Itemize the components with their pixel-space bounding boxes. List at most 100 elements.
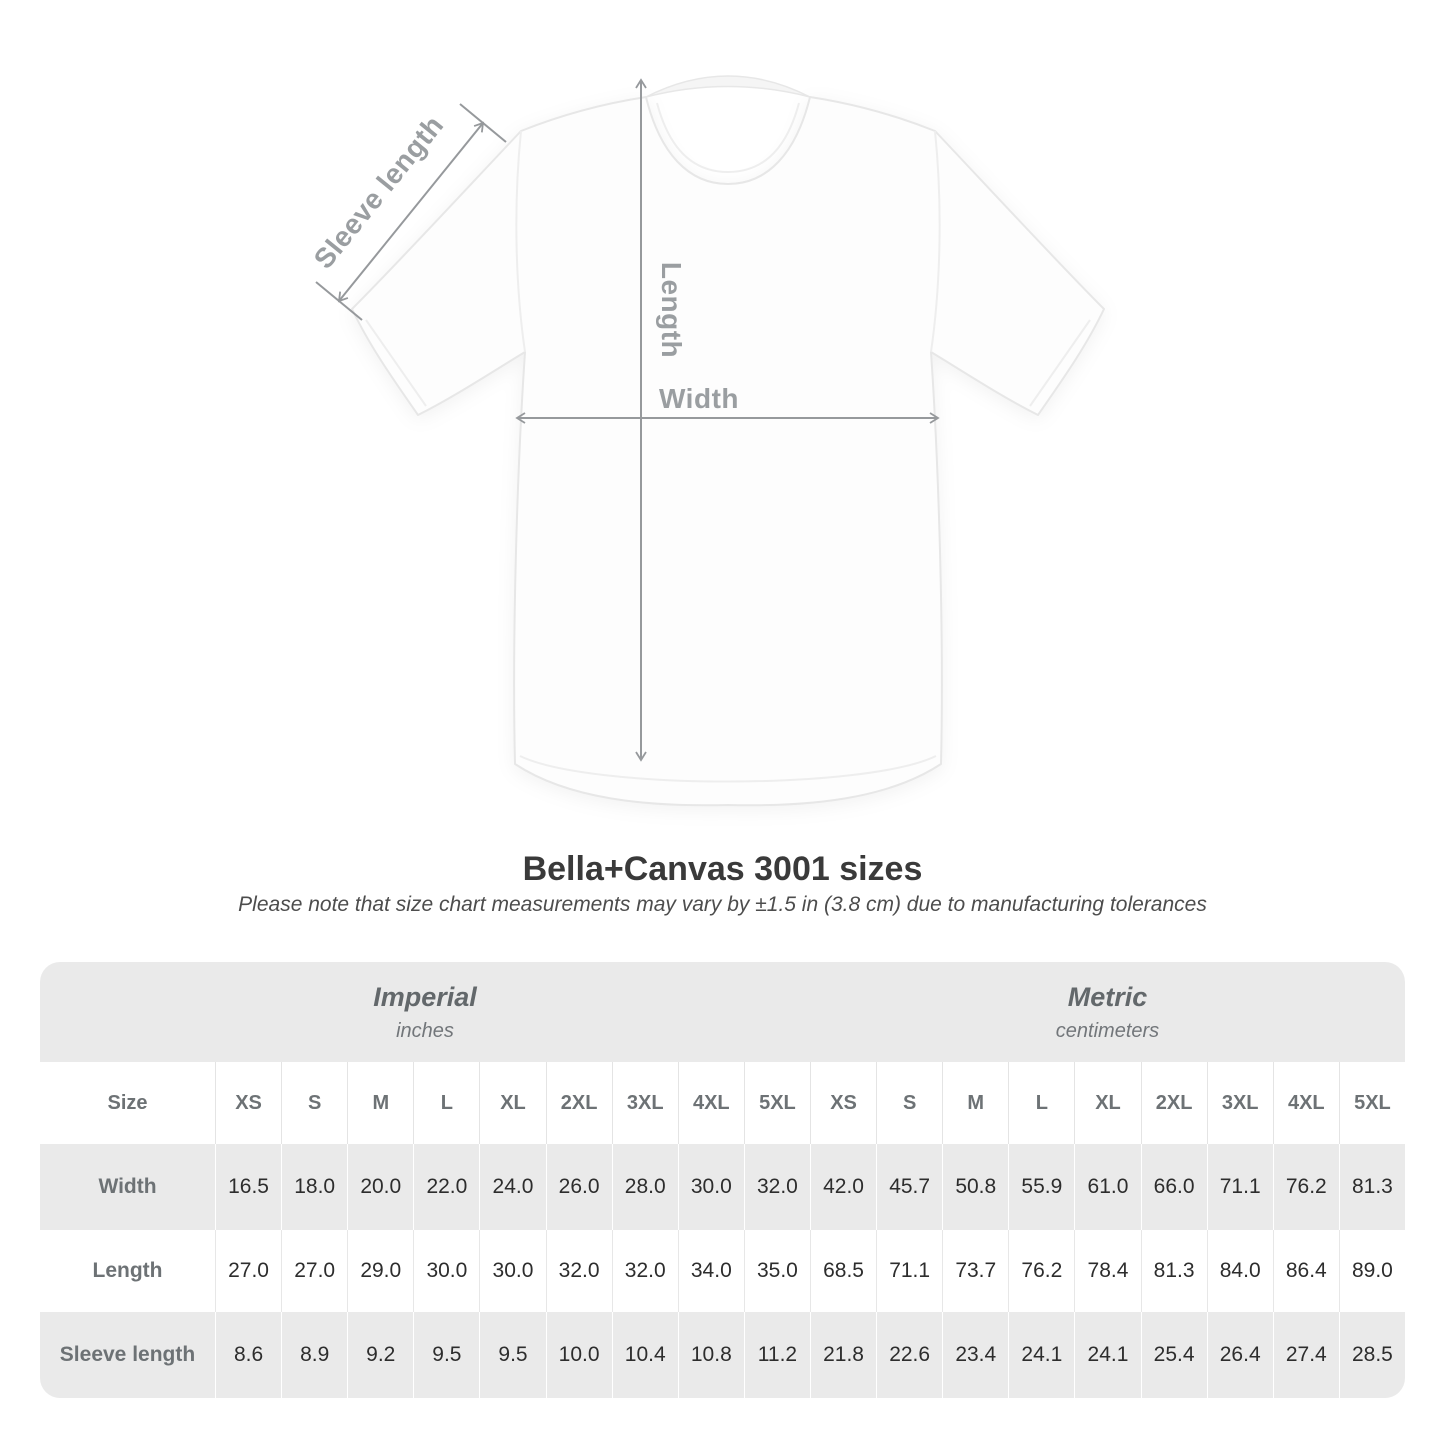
row-label-length: Length	[40, 1230, 215, 1312]
table-row-length: Length 27.0 27.0 29.0 30.0 30.0 32.0 32.0 34.0 35…	[40, 1230, 1405, 1312]
cell-sleeve-length-imperial-l: 9.5	[413, 1312, 480, 1398]
tshirt-left-cuff-fold	[365, 319, 427, 407]
cell-length-metric-2xl: 81.3	[1140, 1230, 1207, 1312]
cell-width-metric-4xl: 76.2	[1272, 1144, 1339, 1230]
tshirt-right-sleeve-seam	[930, 130, 941, 353]
cell-width-imperial-m: 20.0	[347, 1144, 414, 1230]
tshirt-collar-ribbing	[656, 102, 800, 174]
cell-width-imperial-3xl: 28.0	[611, 1144, 678, 1230]
cell-width-metric-5xl: 81.3	[1338, 1144, 1405, 1230]
cell-length-imperial-l: 30.0	[413, 1230, 480, 1312]
size-header-3xl-metric: 3XL	[1206, 1062, 1273, 1144]
cell-sleeve-length-imperial-4xl: 10.8	[677, 1312, 744, 1398]
tolerance-note: Please note that size chart measurements…	[238, 893, 1207, 916]
cell-length-metric-xs: 68.5	[809, 1230, 877, 1312]
tshirt-graphic	[351, 75, 1105, 807]
cell-sleeve-length-imperial-5xl: 11.2	[743, 1312, 810, 1398]
size-header-s-metric: S	[876, 1062, 943, 1144]
size-header-xs-metric: XS	[809, 1062, 877, 1144]
cell-width-metric-l: 55.9	[1008, 1144, 1075, 1230]
size-header-m-imperial: M	[347, 1062, 414, 1144]
cell-width-imperial-l: 22.0	[413, 1144, 480, 1230]
tshirt-measurement-diagram: Width Length Sleeve length	[308, 75, 1105, 807]
group-header-metric: Metric centimeters	[809, 962, 1405, 1062]
group-unit-metric: centimeters	[1055, 1019, 1160, 1042]
tshirt-left-sleeve-seam	[515, 130, 526, 353]
cell-sleeve-length-imperial-m: 9.2	[347, 1312, 414, 1398]
cell-width-imperial-2xl: 26.0	[545, 1144, 612, 1230]
cell-width-metric-m: 50.8	[942, 1144, 1009, 1230]
cell-width-metric-xl: 61.0	[1074, 1144, 1141, 1230]
cell-length-metric-3xl: 84.0	[1206, 1230, 1273, 1312]
cell-width-metric-xs: 42.0	[809, 1144, 877, 1230]
cell-length-imperial-4xl: 34.0	[677, 1230, 744, 1312]
size-header-5xl-imperial: 5XL	[743, 1062, 810, 1144]
cell-length-imperial-m: 29.0	[347, 1230, 414, 1312]
cell-sleeve-length-imperial-s: 8.9	[281, 1312, 348, 1398]
cell-sleeve-length-metric-l: 24.1	[1008, 1312, 1075, 1398]
sleeve-length-arrow	[337, 121, 485, 303]
length-label: Length	[656, 262, 687, 358]
cell-width-imperial-5xl: 32.0	[743, 1144, 810, 1230]
cell-length-metric-5xl: 89.0	[1338, 1230, 1405, 1312]
size-header-xs-imperial: XS	[215, 1062, 282, 1144]
size-header-4xl-metric: 4XL	[1272, 1062, 1339, 1144]
group-unit-imperial: inches	[396, 1019, 454, 1042]
table-row-width: Width 16.5 18.0 20.0 22.0 24.0 26.0 28.0 30.0 32.…	[40, 1144, 1405, 1230]
cell-sleeve-length-metric-xs: 21.8	[809, 1312, 877, 1398]
size-header-l-metric: L	[1008, 1062, 1075, 1144]
sleeve-arrow-bottom-tick	[315, 281, 363, 321]
size-header-l-imperial: L	[413, 1062, 480, 1144]
cell-sleeve-length-imperial-2xl: 10.0	[545, 1312, 612, 1398]
cell-length-imperial-s: 27.0	[281, 1230, 348, 1312]
size-header-s-imperial: S	[281, 1062, 348, 1144]
cell-length-imperial-3xl: 32.0	[611, 1230, 678, 1312]
cell-width-imperial-xs: 16.5	[215, 1144, 282, 1230]
size-table: Imperial inches Metric centimeters Size XS S M L…	[40, 962, 1405, 1398]
size-header-5xl-metric: 5XL	[1338, 1062, 1405, 1144]
cell-length-imperial-2xl: 32.0	[545, 1230, 612, 1312]
table-row-sleeve-length: Sleeve length 8.6 8.9 9.2 9.5 9.5 10.0 10.4 10.8…	[40, 1312, 1405, 1398]
row-label-width: Width	[40, 1144, 215, 1230]
cell-sleeve-length-metric-5xl: 28.5	[1338, 1312, 1405, 1398]
cell-length-metric-l: 76.2	[1008, 1230, 1075, 1312]
cell-sleeve-length-imperial-3xl: 10.4	[611, 1312, 678, 1398]
size-header-4xl-imperial: 4XL	[677, 1062, 744, 1144]
cell-sleeve-length-metric-s: 22.6	[876, 1312, 943, 1398]
cell-length-metric-m: 73.7	[942, 1230, 1009, 1312]
cell-width-metric-s: 45.7	[876, 1144, 943, 1230]
unit-group-row: Imperial inches Metric centimeters	[40, 962, 1405, 1062]
group-header-imperial: Imperial inches	[40, 962, 810, 1062]
width-label: Width	[659, 383, 739, 414]
cell-sleeve-length-metric-m: 23.4	[942, 1312, 1009, 1398]
cell-sleeve-length-metric-2xl: 25.4	[1140, 1312, 1207, 1398]
size-header-3xl-imperial: 3XL	[611, 1062, 678, 1144]
cell-length-metric-xl: 78.4	[1074, 1230, 1141, 1312]
cell-length-imperial-xs: 27.0	[215, 1230, 282, 1312]
size-header-2xl-imperial: 2XL	[545, 1062, 612, 1144]
cell-sleeve-length-metric-xl: 24.1	[1074, 1312, 1141, 1398]
cell-length-imperial-5xl: 35.0	[743, 1230, 810, 1312]
cell-length-imperial-xl: 30.0	[479, 1230, 546, 1312]
sleeve-arrow-top-tick	[459, 103, 507, 143]
cell-sleeve-length-imperial-xl: 9.5	[479, 1312, 546, 1398]
cell-width-metric-2xl: 66.0	[1140, 1144, 1207, 1230]
row-label-sleeve-length: Sleeve length	[40, 1312, 215, 1398]
size-header-m-metric: M	[942, 1062, 1009, 1144]
size-table-grid: Imperial inches Metric centimeters Size XS S M L…	[40, 962, 1405, 1398]
cell-sleeve-length-metric-3xl: 26.4	[1206, 1312, 1273, 1398]
tshirt-right-cuff-fold	[1029, 319, 1091, 407]
tshirt-hem-stitch	[519, 755, 937, 783]
size-header-row: Size XS S M L XL 2XL 3XL 4XL 5XL XS S M L XL 2XL 3XL 4XL 5…	[40, 1062, 1405, 1144]
size-header-xl-metric: XL	[1074, 1062, 1141, 1144]
cell-width-imperial-xl: 24.0	[479, 1144, 546, 1230]
tshirt-collar	[645, 75, 811, 98]
size-header-2xl-metric: 2XL	[1140, 1062, 1207, 1144]
group-title-metric: Metric	[1067, 981, 1148, 1012]
cell-length-metric-s: 71.1	[876, 1230, 943, 1312]
tshirt-silhouette	[351, 96, 1105, 807]
page-title: Bella+Canvas 3001 sizes	[522, 850, 923, 888]
cell-width-imperial-4xl: 30.0	[677, 1144, 744, 1230]
group-title-imperial: Imperial	[373, 981, 477, 1012]
